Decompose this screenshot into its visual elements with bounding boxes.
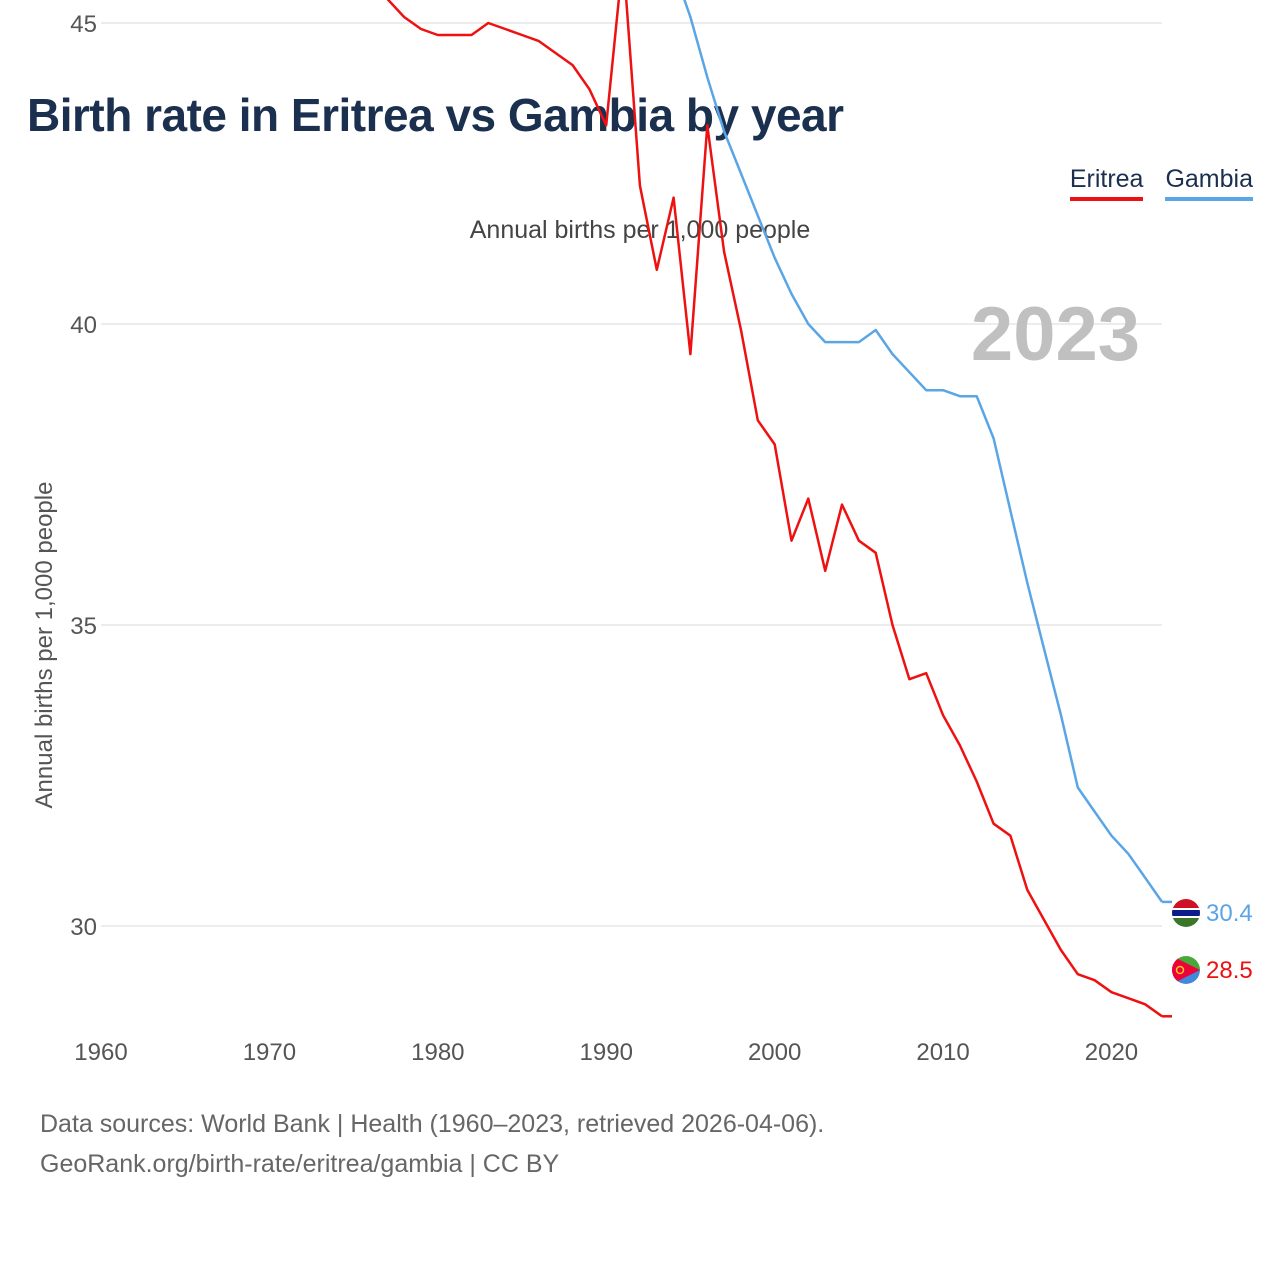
x-axis-ticks: 1960 1970 1980 1990 2000 2010 2020: [74, 1039, 1138, 1066]
y-tick-label: 45: [70, 11, 97, 38]
x-tick-label: 1990: [580, 1039, 633, 1066]
y-tick-label: 35: [70, 613, 97, 640]
y-axis-label: Annual births per 1,000 people: [31, 482, 58, 809]
x-tick-label: 1960: [74, 1039, 127, 1066]
legend-item-eritrea[interactable]: Eritrea: [1069, 165, 1144, 201]
y-tick-label: 40: [70, 312, 97, 339]
footer: Data sources: World Bank | Health (1960–…: [40, 1104, 824, 1184]
series-lines: [101, 0, 1172, 1018]
chart-subtitle: Annual births per 1,000 people: [469, 216, 811, 244]
eritrea-flag-icon: [1172, 956, 1200, 984]
x-tick-label: 2000: [748, 1039, 801, 1066]
source-link[interactable]: GeoRank.org/birth-rate/eritrea/gambia | …: [40, 1150, 560, 1178]
source-note: Data sources: World Bank | Health (1960–…: [40, 1110, 825, 1138]
gambia-flag-icon: [1172, 899, 1200, 927]
x-tick-label: 2010: [916, 1039, 969, 1066]
legend: Eritrea Gambia: [1069, 165, 1253, 201]
x-tick-label: 1980: [411, 1039, 464, 1066]
legend-item-gambia[interactable]: Gambia: [1165, 165, 1253, 201]
year-watermark: 2023: [971, 292, 1140, 377]
y-tick-label: 30: [70, 914, 97, 941]
x-tick-label: 2020: [1085, 1039, 1138, 1066]
gambia-end-value-label: 30.4: [1206, 900, 1253, 927]
series-line-eritrea[interactable]: [101, 0, 1163, 1018]
eritrea-end-value-label: 28.5: [1206, 957, 1253, 984]
series-line-gambia[interactable]: [101, 0, 1164, 903]
x-tick-label: 1970: [243, 1039, 296, 1066]
grid-lines: [101, 22, 1162, 927]
y-axis-ticks: 3035404550: [70, 11, 97, 941]
